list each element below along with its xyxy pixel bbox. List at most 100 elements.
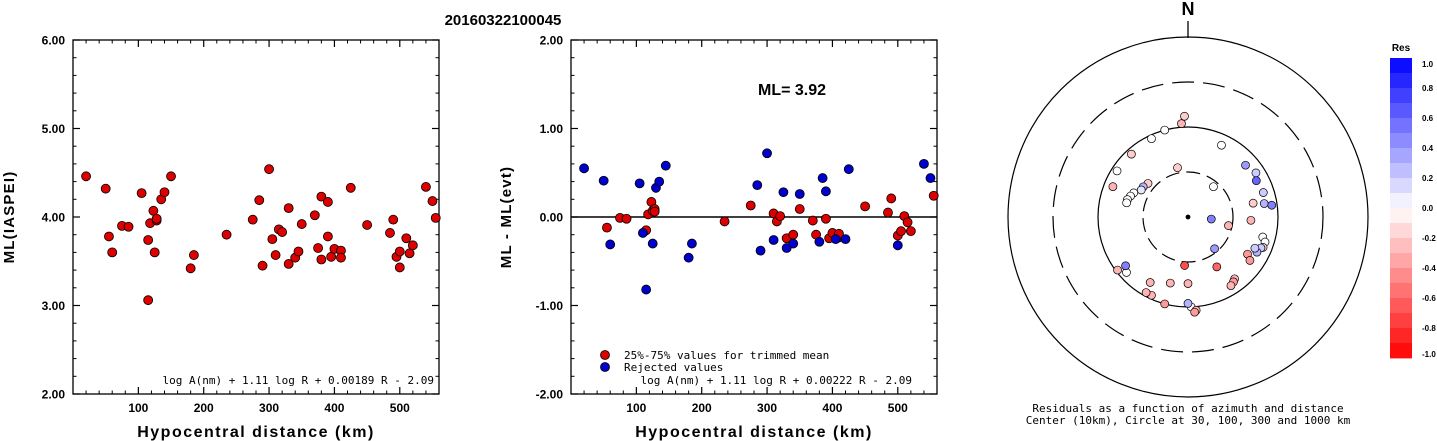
- residual-x-axis-label: Hypocentral distance (km): [635, 424, 873, 441]
- station-marker: [1250, 243, 1260, 253]
- trimmed-point: [794, 204, 805, 214]
- station-marker: [1248, 198, 1258, 208]
- residual-x-tick-label: 300: [757, 401, 777, 415]
- residual-points: [579, 148, 939, 295]
- station-marker: [1173, 163, 1182, 173]
- station-marker: [1245, 256, 1255, 265]
- residual-y-tick-label: 0.00: [540, 211, 564, 225]
- ml-point: [123, 221, 134, 232]
- ml-y-axis-label: ML(IASPEI): [1, 171, 18, 264]
- trimmed-point: [745, 200, 756, 211]
- ml-point: [401, 233, 412, 244]
- ml-point: [293, 246, 304, 257]
- ring-300km: [1052, 81, 1324, 353]
- ml-panel: 100 200 300 400 500 2.00 3.00 4.00 5.00 6.00 log…: [1, 34, 441, 441]
- station-marker: [1113, 265, 1122, 275]
- station-marker: [1183, 299, 1193, 308]
- rejected-point: [768, 235, 779, 245]
- rejected-point: [762, 148, 772, 159]
- station-marker: [1209, 182, 1218, 192]
- ml-point: [407, 240, 418, 251]
- rejected-point: [788, 238, 799, 249]
- residual-y-tick-label: -2.00: [536, 388, 564, 402]
- colorbar-cell: [1390, 313, 1412, 329]
- station-marker: [1165, 278, 1175, 288]
- station-marker: [1241, 160, 1250, 170]
- trimmed-point: [788, 229, 799, 240]
- station-marker: [1112, 166, 1122, 176]
- residual-panel: 100 200 300 400 500 -2.00 -1.00 0.00 1.00 2.00 M…: [498, 34, 939, 441]
- residual-formula: log A(nm) + 1.11 log R + 0.00222 R - 2.0…: [640, 374, 912, 387]
- colorbar-tick-label: -0.8: [1422, 324, 1436, 333]
- ml-point: [316, 254, 327, 265]
- residual-x-tick-label: 200: [692, 401, 712, 415]
- rejected-point: [752, 180, 763, 191]
- station-marker: [1226, 281, 1236, 291]
- trimmed-point: [886, 193, 897, 204]
- ml-point: [313, 243, 323, 253]
- station-marker: [1180, 261, 1189, 270]
- north-label: N: [1182, 0, 1195, 19]
- station-marker: [1212, 262, 1222, 272]
- ml-y-tick-label: 6.00: [42, 34, 66, 48]
- rejected-point: [925, 173, 936, 183]
- ml-point: [257, 260, 268, 271]
- colorbar-cell: [1390, 88, 1412, 104]
- event-title: 20160322100045: [445, 12, 562, 29]
- ring-30km: [1142, 171, 1234, 263]
- ml-point: [336, 252, 346, 263]
- station-marker: [1224, 221, 1233, 230]
- ml-point: [421, 182, 431, 192]
- residual-legend: 25%-75% values for trimmed mean Rejected…: [600, 349, 829, 374]
- residual-x-tick-label: 400: [822, 401, 842, 415]
- station-marker: [1183, 279, 1193, 288]
- epicenter-marker: [1185, 214, 1191, 220]
- azimuth-subtitle: Residuals as a function of azimuth and d…: [1032, 402, 1343, 415]
- ml-x-ticks: 100 200 300 400 500: [85, 40, 427, 415]
- trimmed-point: [928, 190, 939, 201]
- ml-point: [151, 213, 162, 224]
- rejected-point: [660, 160, 671, 171]
- station-marker: [1160, 299, 1170, 309]
- azimuth-panel: N Residuals as a function of azimuth and…: [1007, 0, 1369, 427]
- ml-point: [267, 234, 278, 245]
- ml-point: [81, 171, 91, 182]
- station-marker: [1127, 149, 1136, 159]
- colorbar-cell: [1390, 103, 1412, 119]
- ml-y-ticks: 2.00 3.00 4.00 5.00 6.00: [42, 34, 439, 402]
- colorbar-tick-label: 0.4: [1422, 144, 1434, 153]
- station-marker: [1217, 140, 1226, 150]
- colorbar-cell: [1390, 73, 1412, 89]
- colorbar-cell: [1390, 343, 1412, 359]
- station-points: [1108, 111, 1277, 317]
- colorbar-tick-label: 0.0: [1422, 204, 1434, 213]
- ml-point: [107, 247, 118, 258]
- rejected-point: [840, 234, 851, 245]
- colorbar-tick-label: -1.0: [1422, 350, 1436, 359]
- residual-x-ticks: 100 200 300 400 500: [583, 40, 925, 415]
- ml-point: [322, 231, 333, 242]
- rejected-point: [814, 236, 825, 247]
- colorbar-cell: [1390, 223, 1412, 239]
- rejected-point: [687, 238, 697, 249]
- station-marker: [1258, 188, 1268, 197]
- station-marker: [1210, 244, 1219, 254]
- rejected-point: [755, 245, 766, 256]
- ml-x-tick-label: 500: [390, 401, 410, 415]
- ml-point: [136, 188, 147, 199]
- colorbar-tick-label: -0.6: [1422, 294, 1436, 303]
- station-marker: [1251, 176, 1261, 186]
- legend-marker-trimmed: [600, 350, 610, 360]
- legend-marker-rejected: [600, 362, 610, 372]
- ml-point: [388, 214, 399, 225]
- ml-y-tick-label: 4.00: [42, 211, 66, 225]
- station-marker: [1177, 119, 1186, 128]
- ml-point: [143, 295, 154, 306]
- colorbar-cell: [1390, 148, 1412, 164]
- rejected-point: [919, 158, 929, 169]
- ml-points: [81, 164, 441, 306]
- trimmed-point: [860, 201, 871, 212]
- colorbar-cell: [1390, 178, 1412, 194]
- colorbar-cell: [1390, 118, 1412, 134]
